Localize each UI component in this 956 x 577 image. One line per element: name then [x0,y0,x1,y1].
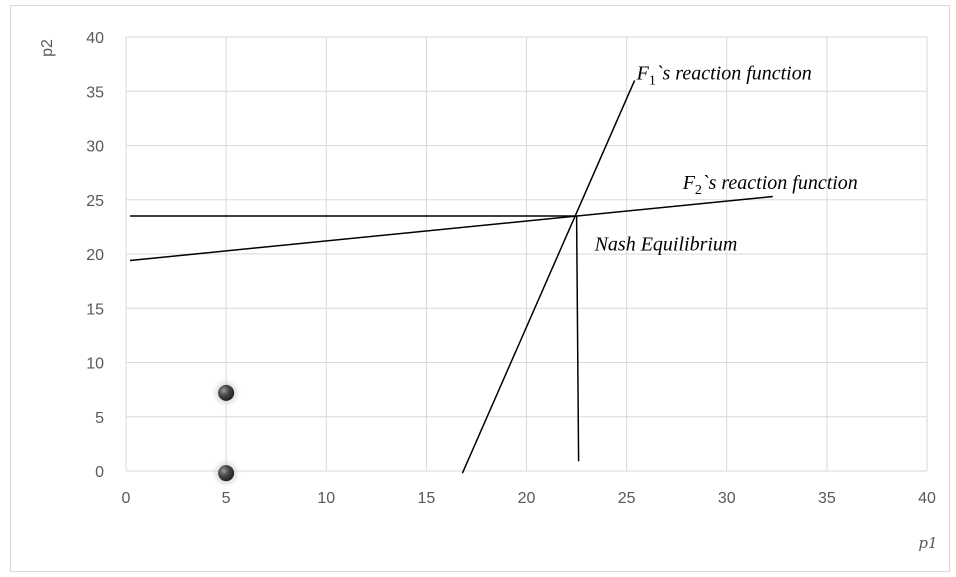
f1-label-main: F [636,62,650,84]
x-tick-label-8: 40 [918,490,936,507]
y-tick-label-2: 10 [86,356,104,373]
y-tick-label-3: 15 [86,301,104,318]
x-tick-label-4: 20 [518,490,536,507]
f2-reaction-label: F2`s reaction function [682,172,858,198]
x-tick-label-2: 10 [317,490,335,507]
y-axis-title: p2 [39,39,56,57]
y-tick-label-5: 25 [86,193,104,210]
x-tick-label-6: 30 [718,490,736,507]
gridlines [125,36,928,472]
nash-equilibrium-label: Nash Equilibrium [594,234,738,256]
y-tick-label-8: 40 [86,30,104,47]
f2-label-main: F [682,172,696,194]
y-tick-labels: 0 5 10 15 20 25 30 35 40 [86,30,104,481]
y-tick-label-4: 20 [86,247,104,264]
f1-reaction-label: F1`s reaction function [636,62,812,88]
x-tick-label-0: 0 [122,490,131,507]
x-tick-label-5: 25 [618,490,636,507]
marker-point-1 [218,465,235,482]
x-tick-label-3: 15 [417,490,435,507]
y-tick-label-0: 0 [95,464,104,481]
x-tick-label-7: 35 [818,490,836,507]
marker-point-0 [218,384,235,401]
f1-label-rest: `s reaction function [656,62,812,84]
series-line-0 [461,80,636,474]
series-lines [129,80,773,474]
data-marker-1 [215,462,238,485]
x-tick-label-1: 5 [222,490,231,507]
f1-label-sub: 1 [649,73,656,88]
x-axis-title: p1 [918,534,937,552]
y-tick-label-6: 30 [86,139,104,156]
y-tick-label-1: 5 [95,410,104,427]
series-line-3 [575,215,580,462]
series-line-1 [129,195,773,262]
x-tick-labels: 0 5 10 15 20 25 30 35 40 [122,490,936,507]
f2-label-sub: 2 [695,183,702,198]
y-tick-label-7: 35 [86,84,104,101]
chart-frame [10,5,950,572]
f2-label-rest: `s reaction function [702,172,858,194]
data-markers [215,381,238,485]
data-marker-0 [215,381,238,404]
